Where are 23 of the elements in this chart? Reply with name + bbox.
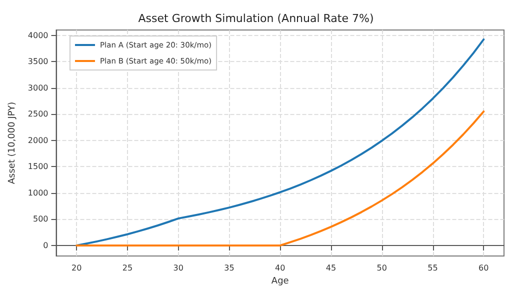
- chart-title: Asset Growth Simulation (Annual Rate 7%): [138, 12, 374, 25]
- y-tick-label: 1500: [28, 162, 48, 172]
- x-tick-label: 45: [326, 264, 336, 272]
- x-tick-label: 50: [376, 264, 387, 272]
- y-tick-label: 3500: [28, 57, 48, 66]
- y-tick-label: 3000: [28, 83, 48, 92]
- y-tick-label: 500: [32, 214, 48, 224]
- x-axis-title: Age: [271, 276, 290, 286]
- x-tick-label: 55: [428, 264, 438, 272]
- x-tick-label: 35: [224, 264, 234, 272]
- y-tick-label: 0: [43, 240, 48, 250]
- y-tick-label: 1000: [28, 188, 48, 198]
- y-tick-label: 2000: [28, 136, 48, 145]
- line-series: [76, 38, 485, 246]
- line-series: [76, 110, 485, 246]
- y-axis-title: Asset (10,000 JPY): [8, 102, 18, 184]
- y-tick-label: 2500: [28, 110, 48, 119]
- x-tick-label: 60: [478, 264, 489, 272]
- x-tick-label: 30: [173, 264, 184, 272]
- x-tick-label: 40: [275, 264, 286, 272]
- x-tick-label: 20: [72, 264, 82, 272]
- x-tick-label: 25: [122, 264, 133, 272]
- y-tick-label: 4000: [28, 30, 48, 40]
